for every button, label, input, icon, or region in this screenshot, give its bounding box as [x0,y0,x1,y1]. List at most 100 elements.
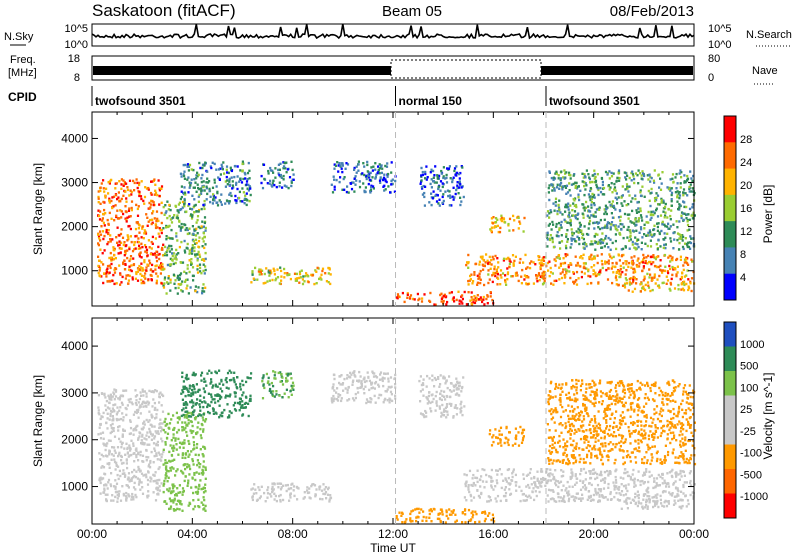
echo-cell [675,220,678,223]
echo-cell [566,238,569,241]
echo-cell [183,239,186,243]
echo-cell [611,216,614,219]
echo-cell [239,400,242,404]
echo-cell [561,188,564,191]
echo-cell [197,245,200,248]
echo-cell [666,216,669,219]
echo-cell [110,256,113,259]
echo-cell [139,412,142,415]
echo-cell [346,374,349,377]
echo-cell [371,169,374,172]
echo-cell [590,281,593,285]
echo-cell [353,168,356,171]
echo-cell [582,237,585,241]
echo-cell [143,390,146,393]
echo-cell [478,272,481,275]
echo-cell [632,280,635,284]
echo-cell [123,181,126,184]
echo-cell [207,392,210,395]
echo-cell [303,280,306,283]
echo-cell [689,170,692,173]
echo-cell [145,248,149,252]
colorbar-swatch [724,221,736,248]
echo-cell [318,485,321,489]
echo-cell [192,205,195,209]
echo-cell [263,177,266,181]
noise-right-label: N.Search [746,29,792,41]
echo-cell [683,205,686,209]
echo-cell [181,426,184,429]
echo-cell [619,268,622,271]
echo-cell [107,394,110,397]
echo-cell [458,177,461,180]
echo-cell [562,268,565,271]
echo-cell [308,491,311,494]
echo-cell [598,271,601,274]
echo-cell [140,274,144,277]
echo-cell [293,272,297,275]
echo-cell [179,272,183,275]
echo-cell [152,480,155,483]
echo-cell [428,201,431,204]
echo-cell [162,205,165,209]
echo-cell [467,266,470,269]
echo-cell [539,275,542,279]
echo-cell [616,229,619,232]
echo-cell [149,191,153,195]
echo-cell [176,239,179,242]
echo-cell [175,411,178,415]
echo-cell [146,494,149,498]
echo-cell [500,276,503,279]
echo-cell [245,198,248,201]
echo-cell [556,256,559,259]
echo-cell [158,189,161,192]
echo-cell [634,270,637,274]
echo-cell [175,448,178,451]
echo-cell [593,264,596,267]
echo-cell [524,253,527,257]
echo-cell [634,246,637,250]
echo-cell [354,375,357,378]
echo-cell [125,462,128,465]
echo-cell [453,196,456,199]
echo-cell [287,186,290,190]
echo-cell [198,472,201,475]
echo-cell [635,211,639,214]
echo-cell [653,169,656,172]
colorbar-tick-label: 16 [740,203,752,215]
echo-cell [126,404,129,407]
echo-cell [442,414,446,417]
echo-cell [482,268,485,271]
echo-cell [118,490,121,493]
echo-cell [354,392,357,396]
echo-cell [614,227,617,230]
echo-cell [655,477,659,480]
echo-cell [362,182,365,185]
echo-cell [224,185,227,188]
echo-cell [110,472,113,475]
echo-cell [131,492,134,496]
echo-cell [110,430,113,433]
echo-cell [546,210,550,213]
echo-cell [166,225,170,229]
echo-cell [125,491,128,495]
echo-cell [379,165,383,168]
echo-cell [143,437,146,440]
echo-cell [495,217,498,220]
echo-cell [164,424,167,427]
echo-cell [225,199,229,202]
echo-cell [199,448,202,451]
echo-cell [276,482,279,485]
echo-cell [138,397,141,401]
echo-cell [681,271,684,274]
echo-cell [290,160,293,163]
echo-cell [648,260,651,264]
echo-cell [196,290,199,294]
echo-cell [197,505,200,508]
echo-cell [479,278,482,281]
echo-cell [593,177,596,180]
echo-cell [277,163,280,166]
echo-cell [97,243,100,247]
echo-cell [347,375,350,378]
echo-cell [202,180,205,183]
